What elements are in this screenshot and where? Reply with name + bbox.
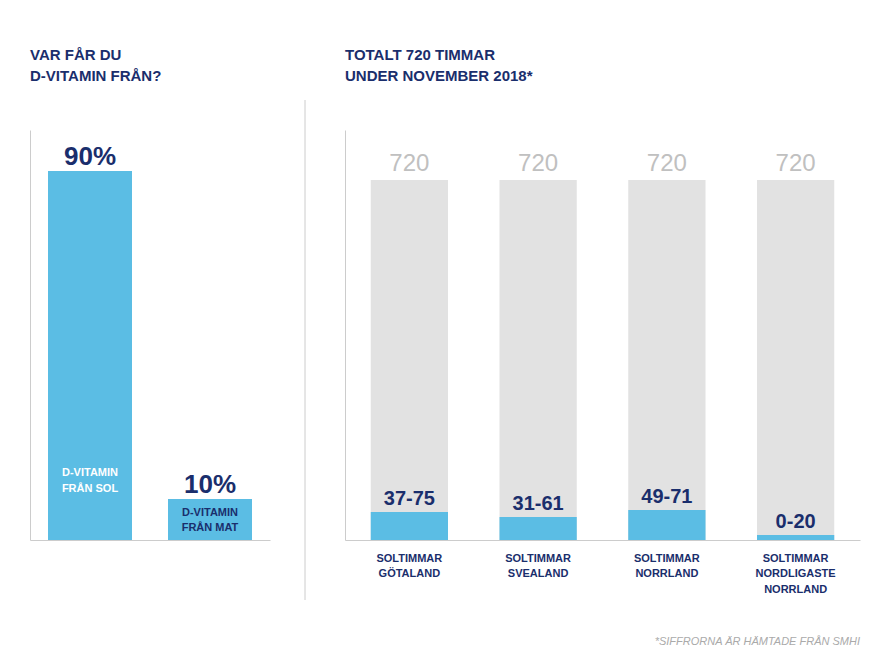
bar: [628, 180, 705, 540]
text-line: SVEALAND: [508, 567, 569, 579]
data-label: 0-20: [776, 510, 816, 532]
y-axis-line: [30, 131, 31, 541]
text-line: FRÅN MAT: [182, 521, 239, 533]
bars: [48, 171, 252, 540]
y-axis-line: [345, 131, 346, 541]
text-line: NORDLIGASTE: [756, 567, 836, 579]
text-line: SOLTIMMAR: [505, 552, 571, 564]
text-line: NORRLAND: [764, 583, 827, 595]
baseline: [346, 540, 861, 541]
text-line: SOLTIMMAR: [763, 552, 829, 564]
text-line: TOTALT 720 TIMMAR: [345, 46, 495, 63]
category-label: D-VITAMIN FRÅN SOL: [62, 466, 119, 493]
x-axis: [31, 540, 271, 541]
data-label: 49-71: [641, 485, 692, 507]
panel-divider: [305, 100, 306, 600]
bar: [500, 180, 577, 540]
category-label: SOLTIMMAR GÖTALAND: [376, 552, 442, 579]
data-label: 10%: [184, 469, 236, 499]
bar: [757, 535, 834, 540]
bar: [371, 512, 448, 540]
chart-title: VAR FÅR DU D-VITAMIN FRÅN?: [30, 46, 161, 84]
category-label: SOLTIMMAR NORDLIGASTE NORRLAND: [756, 552, 836, 595]
text-line: FRÅN SOL: [62, 482, 119, 494]
text-line: GÖTALAND: [379, 567, 441, 579]
bar: [500, 517, 577, 540]
text-line: UNDER NOVEMBER 2018*: [345, 67, 533, 84]
figure: 90% 10% D-VITAMIN FRÅN SOL D-VITAMIN FRÅN MAT…: [0, 0, 892, 659]
bar: [628, 510, 705, 540]
data-label: 720: [518, 149, 558, 176]
category-label: SOLTIMMAR NORRLAND: [634, 552, 700, 579]
chart-panel: 90% 10% D-VITAMIN FRÅN SOL D-VITAMIN FRÅN MAT…: [30, 46, 271, 541]
footnote: *SIFFRORNA ÄR HÄMTADE FRÅN SMHI: [655, 635, 860, 647]
category-label: SOLTIMMAR SVEALAND: [505, 552, 571, 579]
x-axis: [346, 540, 861, 541]
text-line: NORRLAND: [635, 567, 698, 579]
text-line: D-VITAMIN: [182, 506, 238, 518]
text-line: D-VITAMIN FRÅN?: [30, 67, 161, 84]
data-label: 720: [389, 149, 429, 176]
bar: [757, 180, 834, 540]
bars: [371, 180, 835, 540]
text-line: VAR FÅR DU: [30, 46, 121, 63]
data-label: 37-75: [384, 487, 435, 509]
data-label: 720: [776, 149, 816, 176]
chart-title: TOTALT 720 TIMMAR UNDER NOVEMBER 2018*: [345, 46, 533, 84]
text-line: SOLTIMMAR: [376, 552, 442, 564]
category-label: D-VITAMIN FRÅN MAT: [182, 506, 239, 533]
text-line: D-VITAMIN: [62, 466, 118, 478]
y-axis: [345, 131, 346, 541]
bar: [48, 171, 132, 540]
data-label: 720: [647, 149, 687, 176]
baseline: [31, 540, 271, 541]
data-label: 31-61: [513, 492, 564, 514]
chart-panel: 720 720 720 720 37-75 31-61 49-71 0-20 SOLTIMMAR…: [345, 46, 861, 647]
text-line: SOLTIMMAR: [634, 552, 700, 564]
bar: [371, 180, 448, 540]
bar: [168, 499, 252, 540]
data-label: 90%: [64, 141, 116, 171]
y-axis: [30, 131, 31, 541]
